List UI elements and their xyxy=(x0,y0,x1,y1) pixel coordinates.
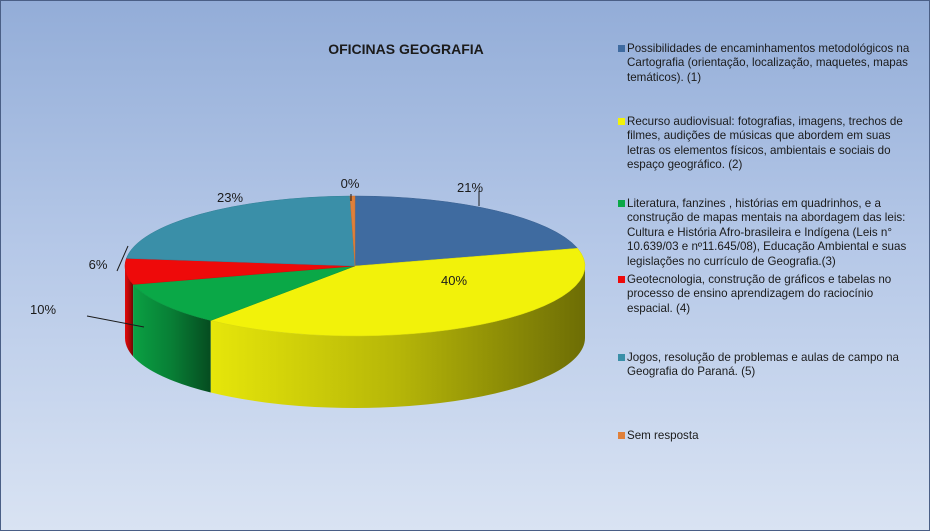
slice-6-sem-resposta xyxy=(349,195,356,267)
leader-line-3 xyxy=(86,315,145,328)
legend-swatch-5 xyxy=(618,354,625,361)
legend-label-4: Geotecnologia, construção de gráficos e … xyxy=(627,273,892,315)
data-label-6: 0% xyxy=(340,176,360,191)
slice-side-4 xyxy=(125,266,134,357)
legend-swatch-4 xyxy=(618,276,625,283)
leader-line-4 xyxy=(116,245,129,272)
data-label-4: 6% xyxy=(88,257,108,272)
slice-2-recurso-audiovisual-fotografias-imagens- xyxy=(209,248,586,337)
legend-label-5: Jogos, resolução de problemas e aulas de… xyxy=(627,351,899,379)
chart-title: OFICINAS GEOGRAFIA xyxy=(328,41,484,57)
data-label-5: 23% xyxy=(216,190,244,205)
data-label-3: 10% xyxy=(29,302,57,317)
legend-label-3: Literatura, fanzines , histórias em quad… xyxy=(627,197,907,268)
legend-swatch-6 xyxy=(618,432,625,439)
slice-side-3 xyxy=(133,284,211,393)
legend-label-2: Recurso audiovisual: fotografias, imagen… xyxy=(627,115,903,172)
slice-3-literatura-fanzines-historias-em-quadrin xyxy=(132,265,356,321)
data-label-1: 21% xyxy=(456,180,484,195)
slice-side-2 xyxy=(210,266,585,408)
slice-1-possibilidades-de-encaminhamentos-metodo xyxy=(354,195,579,267)
legend-swatch-2 xyxy=(618,118,625,125)
data-label-2: 40% xyxy=(440,273,468,288)
legend-label-6: Sem resposta xyxy=(627,429,699,442)
legend-label-1: Possibilidades de encaminhamentos metodo… xyxy=(627,42,910,84)
legend-swatch-3 xyxy=(618,200,625,207)
legend-swatch-1 xyxy=(618,45,625,52)
slice-5-jogos-resolucao-de-problemas-e-aulas-de- xyxy=(126,195,356,267)
